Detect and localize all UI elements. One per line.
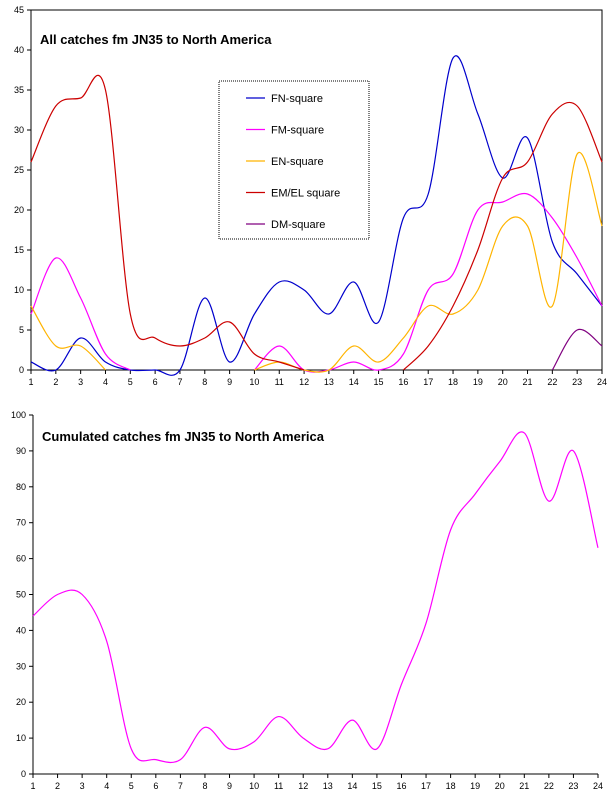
c1-x-tick-label: 1	[28, 377, 33, 387]
c2-x-tick-label: 22	[544, 781, 554, 791]
c2-x-tick-label: 4	[104, 781, 109, 791]
legend-entry: FN-square	[271, 93, 323, 105]
chart-1-title: All catches fm JN35 to North America	[40, 32, 272, 47]
c2-x-tick-label: 23	[568, 781, 578, 791]
c2-y-tick-label: 70	[16, 518, 26, 528]
c2-x-tick-label: 7	[178, 781, 183, 791]
c1-series-dm-square	[551, 328, 603, 371]
c1-x-tick-label: 20	[498, 377, 508, 387]
legend-box	[218, 80, 370, 240]
c1-x-tick-label: 14	[349, 377, 359, 387]
c1-x-tick-label: 10	[249, 377, 259, 387]
c1-x-tick-label: 24	[597, 377, 607, 387]
c2-x-tick-label: 16	[396, 781, 406, 791]
c1-series-line	[254, 151, 603, 373]
c1-y-tick-label: 0	[19, 365, 24, 375]
c2-y-tick-label: 10	[16, 733, 26, 743]
c2-series-line	[32, 431, 599, 764]
c1-x-tick-label: 6	[153, 377, 158, 387]
c1-series-em-el-square	[30, 74, 603, 371]
c1-x-tick-label: 2	[53, 377, 58, 387]
c2-x-tick-label: 18	[446, 781, 456, 791]
c2-y-tick-label: 60	[16, 554, 26, 564]
c1-x-tick-label: 8	[202, 377, 207, 387]
c1-series-line	[30, 257, 131, 371]
c1-y-tick-label: 5	[19, 325, 24, 335]
c2-x-tick-label: 13	[323, 781, 333, 791]
c2-x-tick-label: 20	[495, 781, 505, 791]
c1-x-tick-label: 9	[227, 377, 232, 387]
chart-1-series	[30, 55, 603, 376]
chart-cumulated-catches: Cumulated catches fm JN35 to North Ameri…	[11, 410, 603, 791]
c2-y-tick-label: 100	[11, 410, 26, 420]
c1-x-tick-label: 4	[103, 377, 108, 387]
chart-1-legend: FN-square FM-square EN-square EM/EL square D…	[218, 80, 370, 240]
c1-y-tick-label: 35	[14, 85, 24, 95]
legend-entry: DM-square	[271, 219, 325, 231]
c2-x-tick-label: 17	[421, 781, 431, 791]
c2-x-tick-label: 21	[519, 781, 529, 791]
c1-series-line	[551, 328, 603, 371]
c1-x-tick-label: 5	[128, 377, 133, 387]
chart-2-series	[32, 431, 599, 764]
c1-y-tick-label: 15	[14, 245, 24, 255]
c1-y-tick-label: 30	[14, 125, 24, 135]
c1-x-tick-label: 21	[523, 377, 533, 387]
c2-x-tick-label: 3	[80, 781, 85, 791]
c1-x-tick-label: 3	[78, 377, 83, 387]
c2-x-tick-label: 10	[249, 781, 259, 791]
c1-y-tick-label: 20	[14, 205, 24, 215]
legend-entry: EN-square	[271, 156, 324, 168]
c2-x-tick-label: 24	[593, 781, 603, 791]
c1-x-tick-label: 17	[423, 377, 433, 387]
c2-x-tick-label: 15	[372, 781, 382, 791]
c1-y-tick-label: 25	[14, 165, 24, 175]
c1-x-tick-label: 18	[448, 377, 458, 387]
c1-x-tick-label: 7	[177, 377, 182, 387]
c1-series-line	[30, 74, 305, 371]
c1-x-tick-label: 23	[572, 377, 582, 387]
c1-x-tick-label: 19	[473, 377, 483, 387]
c1-y-tick-label: 10	[14, 285, 24, 295]
c1-series-line	[402, 101, 603, 371]
c2-x-tick-label: 11	[274, 781, 283, 791]
c2-x-tick-label: 9	[227, 781, 232, 791]
c1-x-tick-label: 22	[547, 377, 557, 387]
c2-x-tick-label: 6	[153, 781, 158, 791]
legend-entry: EM/EL square	[271, 188, 340, 200]
c1-plot-frame	[30, 9, 603, 371]
c2-y-tick-label: 90	[16, 446, 26, 456]
c1-x-tick-label: 16	[398, 377, 408, 387]
c2-x-tick-label: 12	[298, 781, 308, 791]
c2-y-tick-label: 80	[16, 482, 26, 492]
c1-x-tick-label: 11	[275, 377, 284, 387]
c2-series-0	[32, 431, 599, 764]
c2-y-tick-label: 20	[16, 697, 26, 707]
c2-x-tick-label: 14	[347, 781, 357, 791]
c1-y-tick-label: 40	[14, 45, 24, 55]
chart-2-title: Cumulated catches fm JN35 to North Ameri…	[42, 429, 325, 444]
c1-series-line	[30, 55, 603, 376]
c2-y-tick-label: 50	[16, 590, 26, 600]
c2-x-tick-label: 19	[470, 781, 480, 791]
c1-y-tick-label: 45	[14, 5, 24, 15]
c1-series-line	[30, 305, 106, 371]
legend-entry: FM-square	[271, 125, 324, 137]
c2-x-tick-label: 1	[30, 781, 35, 791]
c1-x-tick-label: 12	[299, 377, 309, 387]
c1-series-fn-square	[30, 55, 603, 376]
c2-y-tick-label: 0	[21, 769, 26, 779]
c2-x-tick-label: 5	[129, 781, 134, 791]
c2-y-tick-label: 40	[16, 625, 26, 635]
c1-x-tick-label: 15	[374, 377, 384, 387]
c2-x-tick-label: 8	[202, 781, 207, 791]
chart-all-catches: All catches fm JN35 to North America 0 5 1…	[14, 5, 607, 387]
c1-series-en-square	[30, 151, 603, 373]
c2-y-tick-label: 30	[16, 661, 26, 671]
c1-x-tick-label: 13	[324, 377, 334, 387]
c2-x-tick-label: 2	[55, 781, 60, 791]
